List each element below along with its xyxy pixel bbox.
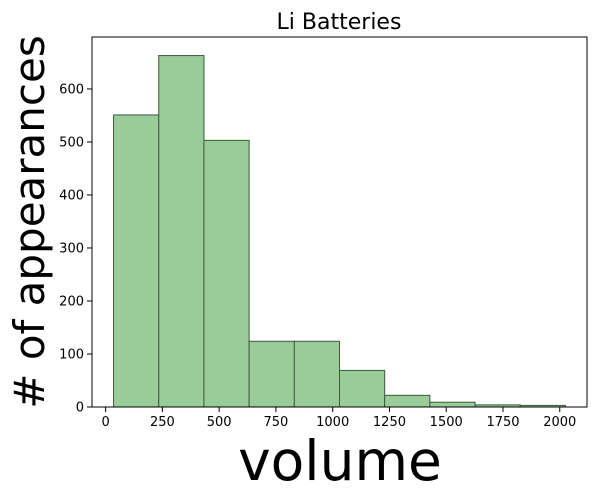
- x-axis-label: volume: [238, 429, 442, 493]
- y-tick-label: 200: [59, 294, 84, 309]
- x-tick-label: 1250: [373, 415, 406, 430]
- y-tick-label: 600: [59, 82, 84, 97]
- x-tick-label: 1000: [316, 415, 349, 430]
- x-tick-label: 500: [207, 415, 232, 430]
- y-tick-label: 100: [59, 347, 84, 362]
- histogram-bar: [113, 114, 160, 408]
- x-tick-label: 0: [101, 415, 109, 430]
- chart-title: Li Batteries: [277, 10, 402, 35]
- histogram-bar: [384, 394, 431, 408]
- x-axis-ticks: 0 250 500 750 1000 1250 1500 1750 2000: [101, 407, 576, 430]
- y-tick-label: 500: [59, 135, 84, 150]
- x-tick-label: 1750: [486, 415, 519, 430]
- x-tick-label: 1500: [430, 415, 463, 430]
- histogram-bar: [203, 139, 250, 408]
- x-tick-label: 750: [264, 415, 289, 430]
- y-tick-label: 300: [59, 241, 84, 256]
- y-tick-label: 400: [59, 188, 84, 203]
- histogram-bar: [293, 340, 340, 408]
- histogram-bar: [248, 340, 295, 408]
- histogram-bar: [339, 369, 386, 408]
- x-tick-label: 250: [150, 415, 175, 430]
- histogram-bar: [429, 401, 476, 408]
- bars-group: [113, 55, 566, 408]
- histogram-bar: [158, 55, 205, 408]
- y-axis-label: # of appearances: [5, 35, 54, 408]
- x-tick-label: 2000: [543, 415, 576, 430]
- plot-frame: [91, 36, 588, 408]
- y-tick-label: 0: [76, 401, 84, 416]
- y-axis-ticks: 0 100 200 300 400 500 600: [59, 82, 92, 416]
